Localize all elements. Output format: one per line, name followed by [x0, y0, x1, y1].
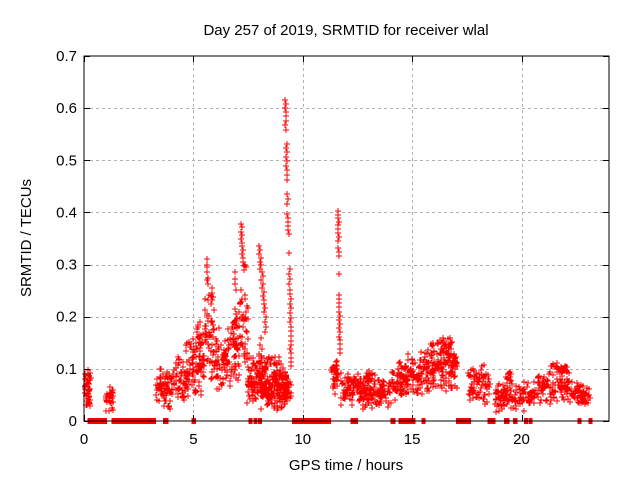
y-tick-labels: 0 0.1 0.2 0.3 0.4 0.5 0.6 0.7: [56, 48, 77, 430]
y-tick-label: 0.6: [56, 100, 77, 117]
y-tick-label: 0: [69, 413, 77, 430]
x-axis-label: GPS time / hours: [289, 457, 403, 474]
x-tick-label: 20: [513, 431, 530, 448]
y-tick-label: 0.3: [56, 257, 77, 274]
y-tick-label: 0.1: [56, 361, 77, 378]
x-tick-label: 15: [404, 431, 421, 448]
chart-title: Day 257 of 2019, SRMTID for receiver wla…: [203, 22, 488, 39]
grid-lines: [84, 56, 609, 421]
x-tick-labels: 0 5 10 15 20: [80, 431, 530, 448]
y-tick-label: 0.2: [56, 309, 77, 326]
data-point-markers: [82, 97, 593, 415]
y-tick-label: 0.4: [56, 204, 77, 221]
y-tick-label: 0.7: [56, 48, 77, 65]
y-tick-label: 0.5: [56, 152, 77, 169]
x-tick-label: 0: [80, 431, 88, 448]
x-tick-label: 10: [294, 431, 311, 448]
y-axis-label: SRMTID / TECUs: [18, 179, 35, 297]
axis-ticks: [84, 56, 609, 422]
x-tick-label: 5: [189, 431, 197, 448]
plot-frame: [83, 55, 610, 422]
scatter-points: [82, 97, 593, 415]
